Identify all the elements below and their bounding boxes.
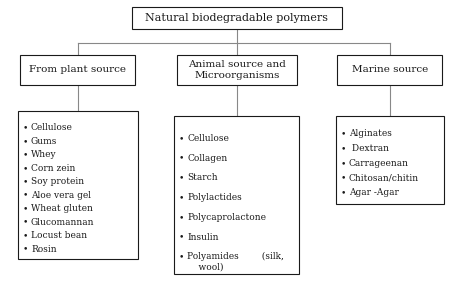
Text: •: • xyxy=(179,233,184,242)
Text: •: • xyxy=(179,173,184,182)
Text: Gums: Gums xyxy=(31,137,57,146)
FancyBboxPatch shape xyxy=(20,55,136,85)
Text: Rosin: Rosin xyxy=(31,244,56,253)
Text: •: • xyxy=(340,144,346,153)
Text: Whey: Whey xyxy=(31,150,56,159)
Text: •: • xyxy=(179,252,184,261)
Text: •: • xyxy=(22,123,27,132)
FancyBboxPatch shape xyxy=(18,111,138,259)
FancyBboxPatch shape xyxy=(337,55,443,85)
Text: •: • xyxy=(340,188,346,197)
Text: Dextran: Dextran xyxy=(349,144,389,153)
Text: Collagen: Collagen xyxy=(188,154,228,163)
Text: Cellulose: Cellulose xyxy=(31,123,73,132)
Text: Alginates: Alginates xyxy=(349,129,392,139)
Text: Polyamides        (silk,
    wool): Polyamides (silk, wool) xyxy=(188,252,284,272)
Text: Agar -Agar: Agar -Agar xyxy=(349,188,399,197)
Text: Chitosan/chitin: Chitosan/chitin xyxy=(349,173,419,182)
Text: •: • xyxy=(22,231,27,240)
Text: •: • xyxy=(179,154,184,163)
Text: •: • xyxy=(22,204,27,213)
Text: Natural biodegradable polymers: Natural biodegradable polymers xyxy=(146,13,328,23)
Text: •: • xyxy=(179,193,184,202)
Text: Aloe vera gel: Aloe vera gel xyxy=(31,191,91,200)
FancyBboxPatch shape xyxy=(177,55,297,85)
Text: •: • xyxy=(179,134,184,143)
Text: •: • xyxy=(22,177,27,186)
Text: Starch: Starch xyxy=(188,173,218,182)
Text: •: • xyxy=(22,137,27,146)
Text: •: • xyxy=(22,218,27,227)
Text: •: • xyxy=(340,173,346,182)
Text: Carrageenan: Carrageenan xyxy=(349,159,409,168)
Text: Corn zein: Corn zein xyxy=(31,164,75,173)
Text: •: • xyxy=(22,244,27,253)
Text: •: • xyxy=(22,150,27,159)
Text: •: • xyxy=(340,159,346,168)
Text: •: • xyxy=(22,164,27,173)
Text: Glucomannan: Glucomannan xyxy=(31,218,94,227)
Text: From plant source: From plant source xyxy=(29,65,127,74)
FancyBboxPatch shape xyxy=(336,116,444,204)
Text: •: • xyxy=(340,129,346,139)
Text: Cellulose: Cellulose xyxy=(188,134,229,143)
Text: Animal source and
Microorganisms: Animal source and Microorganisms xyxy=(188,60,286,80)
FancyBboxPatch shape xyxy=(132,7,342,29)
Text: •: • xyxy=(179,213,184,222)
Text: Polylactides: Polylactides xyxy=(188,193,242,202)
Text: Insulin: Insulin xyxy=(188,233,219,242)
Text: •: • xyxy=(22,191,27,200)
Text: Wheat gluten: Wheat gluten xyxy=(31,204,93,213)
Text: Polycaprolactone: Polycaprolactone xyxy=(188,213,266,222)
FancyBboxPatch shape xyxy=(174,116,300,274)
Text: Soy protein: Soy protein xyxy=(31,177,84,186)
Text: Marine source: Marine source xyxy=(352,65,428,74)
Text: Locust bean: Locust bean xyxy=(31,231,87,240)
